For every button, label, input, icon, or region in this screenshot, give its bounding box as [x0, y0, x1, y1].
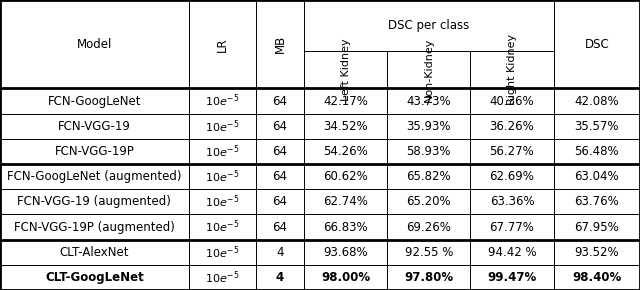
Text: 34.52%: 34.52%: [323, 120, 368, 133]
Text: 93.68%: 93.68%: [323, 246, 368, 259]
Text: $10e^{-5}$: $10e^{-5}$: [205, 244, 239, 260]
Text: DSC per class: DSC per class: [388, 19, 469, 32]
Text: 63.04%: 63.04%: [575, 170, 619, 183]
Text: 63.76%: 63.76%: [575, 195, 619, 208]
Text: LR: LR: [216, 37, 229, 52]
Text: FCN-GoogLeNet (augmented): FCN-GoogLeNet (augmented): [7, 170, 182, 183]
Text: Right Kidney: Right Kidney: [507, 34, 517, 106]
Text: 62.69%: 62.69%: [490, 170, 534, 183]
Text: 98.40%: 98.40%: [572, 271, 621, 284]
Text: MB: MB: [273, 35, 287, 53]
Text: Non-Kidney: Non-Kidney: [424, 38, 434, 102]
Text: 99.47%: 99.47%: [488, 271, 536, 284]
Text: $10e^{-5}$: $10e^{-5}$: [205, 118, 239, 135]
Text: 92.55 %: 92.55 %: [404, 246, 453, 259]
Text: FCN-VGG-19P: FCN-VGG-19P: [54, 145, 134, 158]
Text: 64: 64: [273, 95, 287, 108]
Text: 93.52%: 93.52%: [575, 246, 619, 259]
Text: 40.36%: 40.36%: [490, 95, 534, 108]
Text: 64: 64: [273, 170, 287, 183]
Text: 36.26%: 36.26%: [490, 120, 534, 133]
Text: 35.57%: 35.57%: [575, 120, 619, 133]
Text: 64: 64: [273, 195, 287, 208]
Text: FCN-VGG-19 (augmented): FCN-VGG-19 (augmented): [17, 195, 172, 208]
Text: $10e^{-5}$: $10e^{-5}$: [205, 168, 239, 185]
Text: $10e^{-5}$: $10e^{-5}$: [205, 193, 239, 210]
Text: 65.20%: 65.20%: [406, 195, 451, 208]
Text: 67.95%: 67.95%: [575, 220, 619, 233]
Text: 62.74%: 62.74%: [323, 195, 368, 208]
Text: 98.00%: 98.00%: [321, 271, 370, 284]
Text: 64: 64: [273, 220, 287, 233]
Text: 66.83%: 66.83%: [323, 220, 368, 233]
Text: CLT-AlexNet: CLT-AlexNet: [60, 246, 129, 259]
Text: $10e^{-5}$: $10e^{-5}$: [205, 269, 239, 286]
Text: 94.42 %: 94.42 %: [488, 246, 536, 259]
Text: 4: 4: [276, 271, 284, 284]
Text: 64: 64: [273, 145, 287, 158]
Text: 69.26%: 69.26%: [406, 220, 451, 233]
Text: 56.48%: 56.48%: [575, 145, 619, 158]
Text: 58.93%: 58.93%: [406, 145, 451, 158]
Text: $10e^{-5}$: $10e^{-5}$: [205, 143, 239, 160]
Text: 60.62%: 60.62%: [323, 170, 368, 183]
Text: CLT-GoogLeNet: CLT-GoogLeNet: [45, 271, 144, 284]
Text: 63.36%: 63.36%: [490, 195, 534, 208]
Text: 56.27%: 56.27%: [490, 145, 534, 158]
Text: 35.93%: 35.93%: [406, 120, 451, 133]
Text: Model: Model: [77, 38, 112, 51]
Text: 54.26%: 54.26%: [323, 145, 368, 158]
Text: FCN-VGG-19P (augmented): FCN-VGG-19P (augmented): [14, 220, 175, 233]
Text: DSC: DSC: [584, 38, 609, 51]
Text: 64: 64: [273, 120, 287, 133]
Text: $10e^{-5}$: $10e^{-5}$: [205, 93, 239, 109]
Text: FCN-GoogLeNet: FCN-GoogLeNet: [47, 95, 141, 108]
Text: 43.73%: 43.73%: [406, 95, 451, 108]
Text: Left Kidney: Left Kidney: [340, 39, 351, 101]
Text: 42.17%: 42.17%: [323, 95, 368, 108]
Text: 4: 4: [276, 246, 284, 259]
Text: 65.82%: 65.82%: [406, 170, 451, 183]
Text: FCN-VGG-19: FCN-VGG-19: [58, 120, 131, 133]
Text: 42.08%: 42.08%: [575, 95, 619, 108]
Text: $10e^{-5}$: $10e^{-5}$: [205, 219, 239, 235]
Text: 97.80%: 97.80%: [404, 271, 453, 284]
Text: 67.77%: 67.77%: [490, 220, 534, 233]
